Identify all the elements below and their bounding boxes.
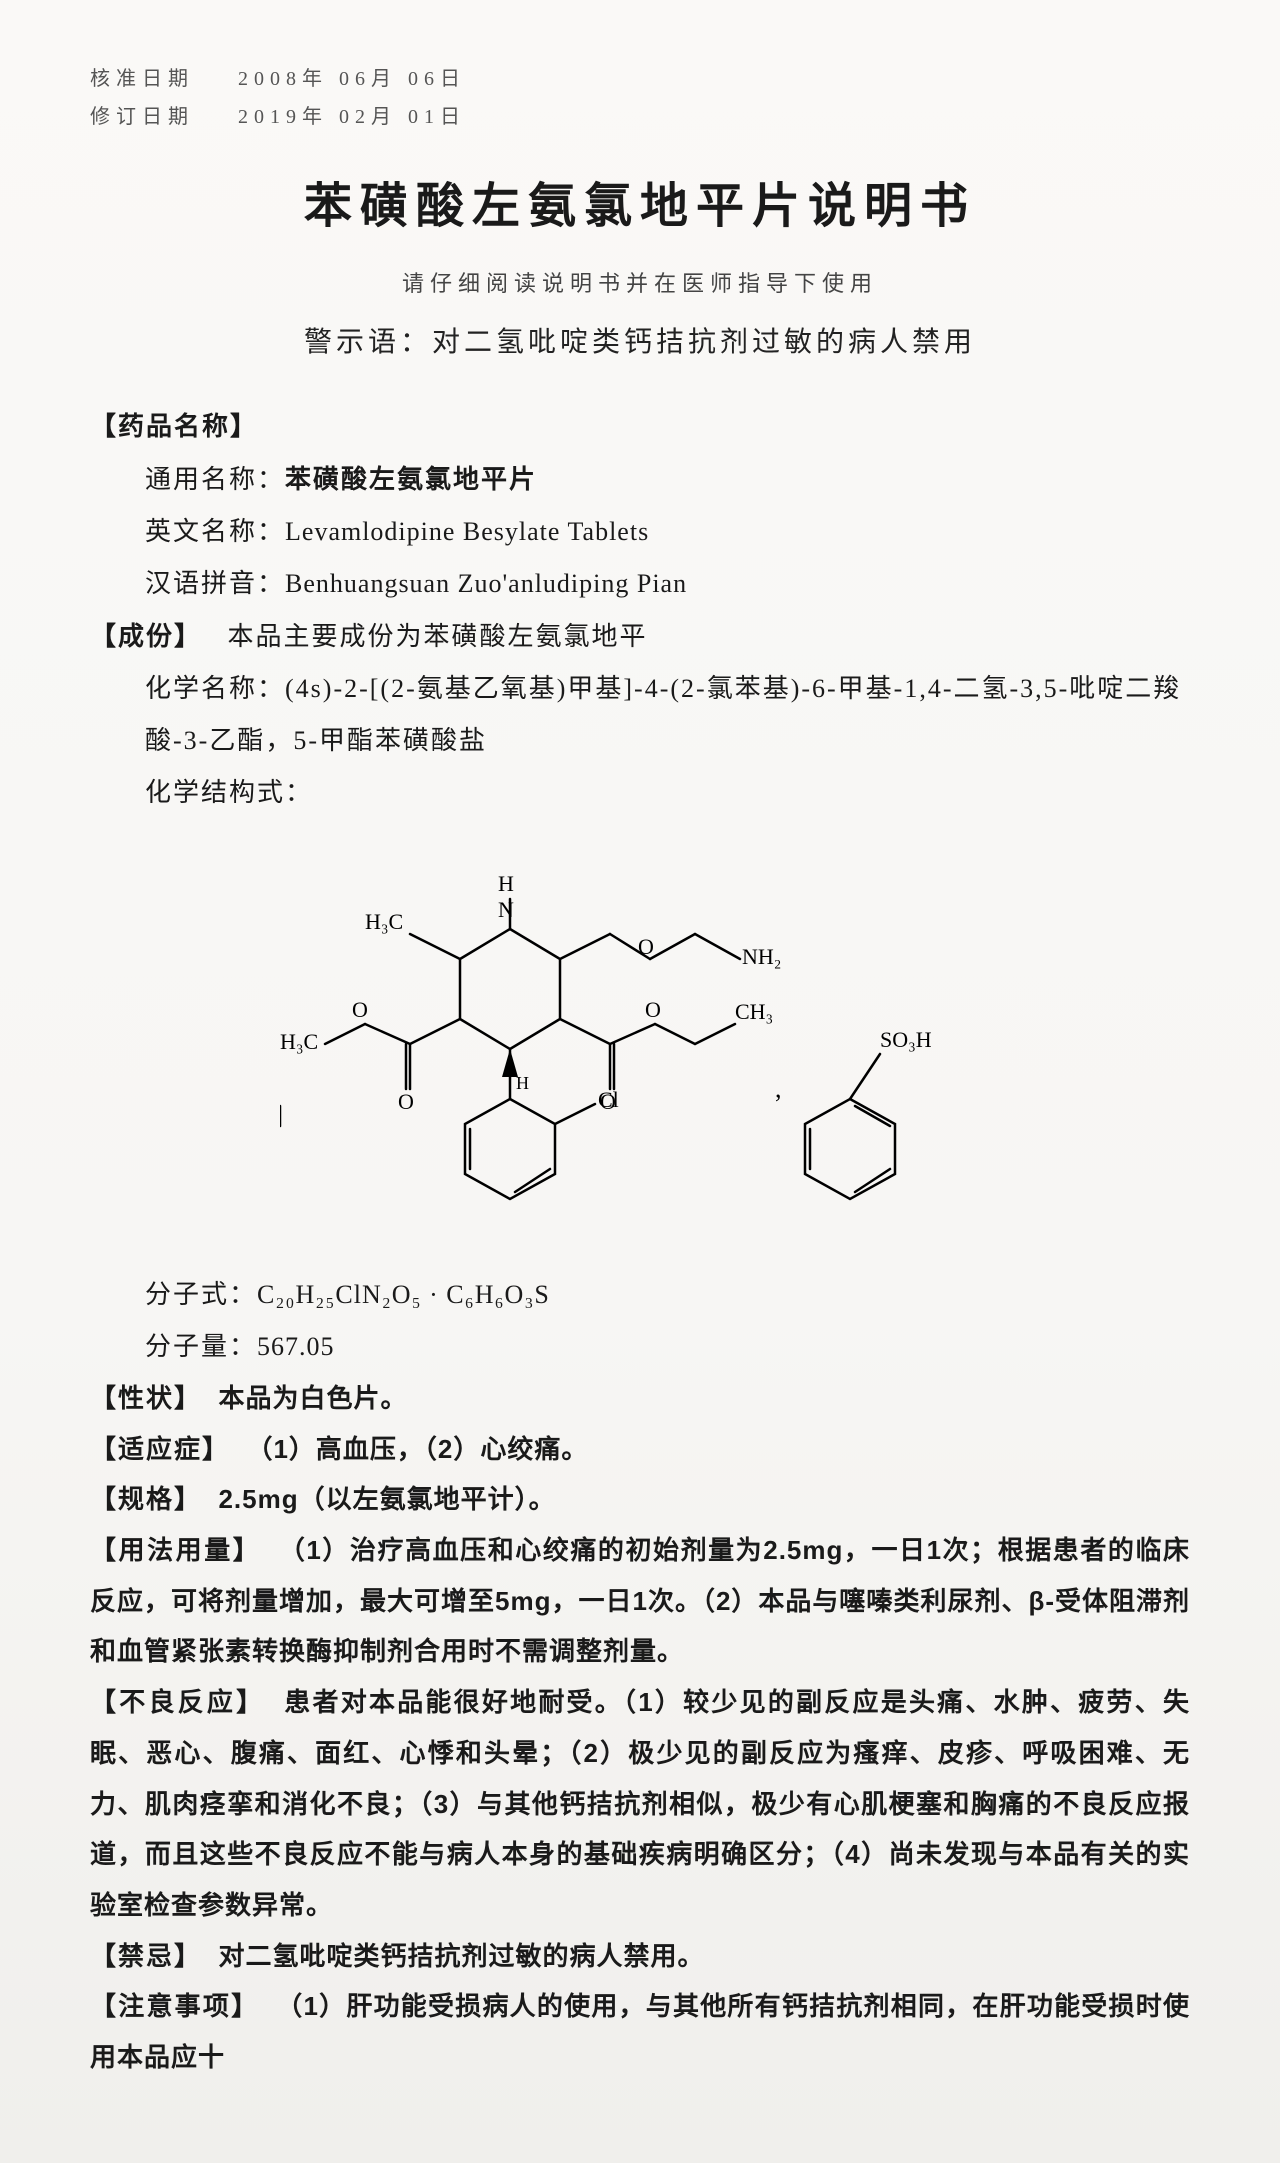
svg-text:O: O bbox=[352, 997, 368, 1022]
section-ingredients: 【成份】 本品主要成份为苯磺酸左氨氯地平 bbox=[90, 610, 1190, 663]
svg-text:O: O bbox=[398, 1089, 414, 1114]
section-usage: 【用法用量】 （1）治疗高血压和心绞痛的初始剂量为2.5mg，一日1次；根据患者… bbox=[90, 1525, 1190, 1677]
svg-text:N: N bbox=[498, 897, 514, 922]
chemname-value: (4s)-2-[(2-氨基乙氧基)甲基]-4-(2-氯苯基)-6-甲基-1,4-… bbox=[145, 674, 1181, 755]
warning-text: 对二氢吡啶类钙拮抗剂过敏的病人禁用 bbox=[432, 326, 976, 357]
appearance-text: 本品为白色片。 bbox=[218, 1383, 407, 1413]
generic-name-line: 通用名称：苯磺酸左氨氯地平片 bbox=[145, 453, 1190, 506]
warning-line: 警示语：对二氢吡啶类钙拮抗剂过敏的病人禁用 bbox=[90, 320, 1190, 360]
generic-value: 苯磺酸左氨氯地平片 bbox=[285, 464, 537, 494]
precautions-label: 【注意事项】 bbox=[90, 1991, 259, 2021]
english-label: 英文名称： bbox=[145, 517, 285, 546]
weight-value: 567.05 bbox=[257, 1332, 335, 1361]
svg-text:CH₃: CH₃ bbox=[735, 999, 773, 1024]
pinyin-line: 汉语拼音：Benhuangsuan Zuo'anludiping Pian bbox=[145, 558, 1190, 610]
section-precautions: 【注意事项】 （1）肝功能受损病人的使用，与其他所有钙拮抗剂相同，在肝功能受损时… bbox=[90, 1981, 1190, 2082]
spec-label: 【规格】 bbox=[90, 1484, 202, 1514]
contra-label: 【禁忌】 bbox=[90, 1941, 202, 1971]
revision-date: 2019年 02月 01日 bbox=[238, 106, 466, 128]
svg-text:H₃C: H₃C bbox=[280, 1029, 318, 1054]
drugname-label: 【药品名称】 bbox=[90, 411, 258, 441]
approval-date: 2008年 06月 06日 bbox=[238, 68, 466, 90]
section-appearance: 【性状】 本品为白色片。 bbox=[90, 1373, 1190, 1424]
subtitle: 请仔细阅读说明书并在医师指导下使用 bbox=[90, 266, 1190, 298]
weight-label: 分子量： bbox=[145, 1332, 257, 1361]
section-spec: 【规格】 2.5mg（以左氨氯地平计）。 bbox=[90, 1474, 1190, 1525]
svg-text:H: H bbox=[516, 1073, 529, 1093]
generic-label: 通用名称： bbox=[145, 465, 285, 494]
revision-date-line: 修订日期 2019年 02月 01日 bbox=[90, 98, 1190, 136]
indications-text: （1）高血压，（2）心绞痛。 bbox=[246, 1434, 588, 1464]
svg-text:NH₂: NH₂ bbox=[742, 944, 781, 969]
svg-text:H: H bbox=[498, 871, 514, 896]
chemname-label: 化学名称： bbox=[145, 674, 285, 703]
warning-label: 警示语： bbox=[304, 326, 432, 357]
ingredients-label: 【成份】 bbox=[90, 621, 202, 651]
english-value: Levamlodipine Besylate Tablets bbox=[285, 517, 649, 546]
svg-text:SO₃H: SO₃H bbox=[880, 1027, 932, 1052]
svg-text:H₃C: H₃C bbox=[365, 909, 403, 934]
revision-label: 修订日期 bbox=[90, 106, 194, 128]
formula-label: 分子式： bbox=[145, 1280, 257, 1309]
section-adverse: 【不良反应】 患者对本品能很好地耐受。（1）较少见的副反应是头痛、水肿、疲劳、失… bbox=[90, 1677, 1190, 1930]
indications-label: 【适应症】 bbox=[90, 1434, 230, 1464]
svg-text:O: O bbox=[645, 997, 661, 1022]
pinyin-label: 汉语拼音： bbox=[145, 569, 285, 598]
weight-line: 分子量：567.05 bbox=[145, 1321, 1190, 1373]
chemname-line: 化学名称：(4s)-2-[(2-氨基乙氧基)甲基]-4-(2-氯苯基)-6-甲基… bbox=[145, 663, 1190, 767]
contra-text: 对二氢吡啶类钙拮抗剂过敏的病人禁用。 bbox=[218, 1941, 704, 1971]
chemical-structure-svg: H N H₃C O NH₂ H₃C O O O O CH₃ H Cl SO₃H … bbox=[280, 839, 1000, 1239]
struct-label: 化学结构式： bbox=[145, 778, 313, 807]
pinyin-value: Benhuangsuan Zuo'anludiping Pian bbox=[285, 569, 687, 598]
formula-value: C₂₀H₂₅ClN₂O₅ · C₆H₆O₃S bbox=[257, 1280, 550, 1309]
svg-text:O: O bbox=[638, 934, 654, 959]
section-contra: 【禁忌】 对二氢吡啶类钙拮抗剂过敏的病人禁用。 bbox=[90, 1931, 1190, 1982]
struct-label-line: 化学结构式： bbox=[145, 767, 1190, 819]
document-title: 苯磺酸左氨氯地平片说明书 bbox=[90, 166, 1190, 236]
formula-line: 分子式：C₂₀H₂₅ClN₂O₅ · C₆H₆O₃S bbox=[145, 1269, 1190, 1321]
svg-text:Cl: Cl bbox=[598, 1087, 619, 1112]
approval-label: 核准日期 bbox=[90, 68, 194, 90]
spec-text: 2.5mg（以左氨氯地平计）。 bbox=[218, 1484, 555, 1514]
english-name-line: 英文名称：Levamlodipine Besylate Tablets bbox=[145, 506, 1190, 558]
section-drugname: 【药品名称】 bbox=[90, 400, 1190, 453]
document-page: 核准日期 2008年 06月 06日 修订日期 2019年 02月 01日 苯磺… bbox=[0, 0, 1280, 2163]
section-indications: 【适应症】 （1）高血压，（2）心绞痛。 bbox=[90, 1424, 1190, 1475]
svg-text:,: , bbox=[775, 1074, 782, 1103]
approval-date-line: 核准日期 2008年 06月 06日 bbox=[90, 60, 1190, 98]
appearance-label: 【性状】 bbox=[90, 1383, 202, 1413]
meta-dates: 核准日期 2008年 06月 06日 修订日期 2019年 02月 01日 bbox=[90, 60, 1190, 136]
ingredients-main: 本品主要成份为苯磺酸左氨氯地平 bbox=[228, 622, 648, 651]
adverse-label: 【不良反应】 bbox=[90, 1687, 265, 1717]
chemical-structure: H N H₃C O NH₂ H₃C O O O O CH₃ H Cl SO₃H … bbox=[90, 839, 1190, 1239]
usage-label: 【用法用量】 bbox=[90, 1535, 261, 1565]
adverse-text: 患者对本品能很好地耐受。（1）较少见的副反应是头痛、水肿、疲劳、失眠、恶心、腹痛… bbox=[90, 1687, 1190, 1920]
